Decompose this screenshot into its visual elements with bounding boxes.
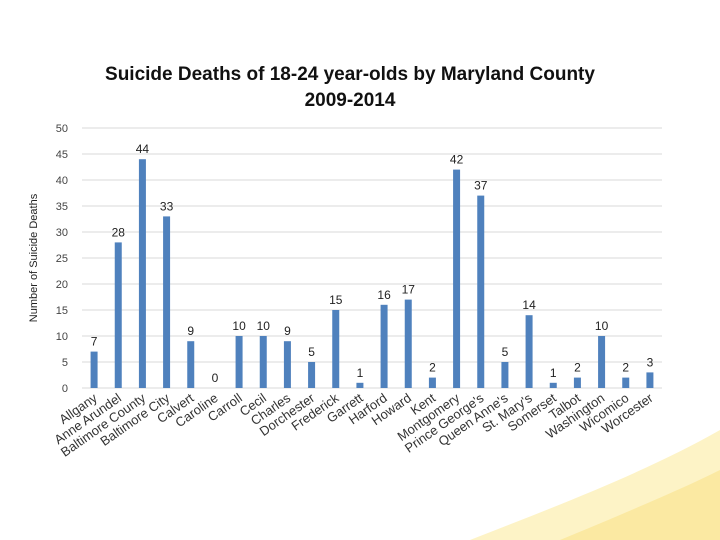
bar-prince-george-s (477, 195, 485, 388)
bars (90, 159, 654, 388)
bar-harford (380, 304, 388, 388)
gridlines (82, 127, 662, 389)
value-label: 7 (91, 335, 98, 349)
bar-charles (283, 341, 291, 388)
value-label: 9 (187, 324, 194, 338)
bar-worcester (646, 372, 654, 388)
value-label: 0 (212, 371, 219, 385)
value-label: 37 (474, 179, 488, 193)
bar-dorchester (308, 362, 316, 388)
value-label: 16 (377, 288, 391, 302)
y-tick-label: 45 (56, 149, 68, 161)
chart-title: Suicide Deaths of 18-24 year-olds by Mar… (105, 64, 595, 85)
y-tick-label: 10 (56, 331, 68, 343)
bar-washington (598, 336, 606, 388)
bar-queen-anne-s (501, 362, 509, 388)
value-label: 2 (574, 361, 581, 375)
value-label: 3 (647, 355, 654, 369)
value-label: 33 (160, 199, 174, 213)
bar-calvert (187, 341, 195, 388)
bar-anne-arundel (114, 242, 122, 388)
bar-frederick (332, 310, 340, 388)
y-tick-label: 20 (56, 279, 68, 291)
bar-baltimore-city (163, 216, 171, 388)
y-tick-label: 25 (56, 253, 68, 265)
value-label: 5 (502, 345, 509, 359)
chart-subtitle: 2009-2014 (304, 90, 396, 111)
y-tick-label: 15 (56, 305, 68, 317)
bar-carroll (235, 336, 243, 388)
value-label: 2 (429, 361, 436, 375)
y-tick-label: 50 (56, 123, 68, 135)
y-tick-label: 30 (56, 227, 68, 239)
bar-talbot (573, 377, 581, 388)
value-label: 10 (257, 319, 271, 333)
chart-title-block: Suicide Deaths of 18-24 year-olds by Mar… (60, 62, 640, 114)
bar-cecil (259, 336, 267, 388)
value-label: 42 (450, 153, 464, 167)
value-label: 28 (112, 225, 126, 239)
bar-somerset (549, 382, 557, 388)
y-tick-label: 5 (62, 357, 68, 369)
bar-garrett (356, 382, 364, 388)
bar-st-mary-s (525, 315, 533, 388)
bar-montgomery (453, 169, 461, 388)
bar-wicomico (622, 377, 630, 388)
y-tick-label: 35 (56, 201, 68, 213)
value-label: 1 (550, 366, 557, 380)
value-label: 10 (595, 319, 609, 333)
value-label: 17 (402, 283, 416, 297)
y-axis-ticks: 0 5 10 15 20 25 30 35 40 45 50 (56, 123, 68, 395)
value-label: 5 (308, 345, 315, 359)
value-label: 1 (357, 366, 364, 380)
value-label: 15 (329, 293, 343, 307)
bar-baltimore-county (138, 159, 146, 388)
value-label: 9 (284, 324, 291, 338)
y-tick-label: 0 (62, 383, 68, 395)
value-label: 14 (522, 298, 536, 312)
bar-kent (428, 377, 436, 388)
value-label: 44 (136, 142, 150, 156)
value-label: 10 (232, 319, 246, 333)
bar-howard (404, 299, 412, 388)
y-tick-label: 40 (56, 175, 68, 187)
bar-allgany (90, 351, 98, 388)
value-label: 2 (622, 361, 629, 375)
